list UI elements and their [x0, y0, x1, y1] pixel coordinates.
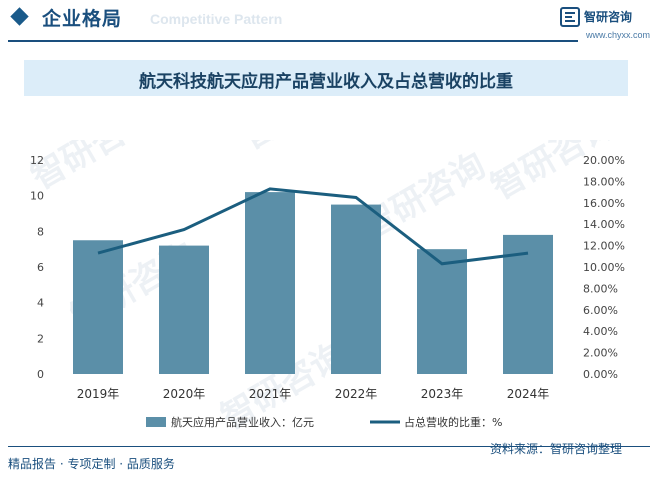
header-divider	[8, 40, 578, 42]
logo-url[interactable]: www.chyxx.com	[585, 30, 650, 40]
footer-slogan: 精品报告 · 专项定制 · 品质服务	[8, 457, 175, 471]
y-right-tick-label: 12.00%	[583, 240, 625, 253]
bar-3	[245, 192, 295, 374]
bar-1	[73, 240, 123, 374]
x-tick-label: 2021年	[249, 387, 292, 401]
page-title: 企业格局	[42, 8, 123, 30]
y-right-tick-label: 14.00%	[583, 218, 625, 231]
y-left-tick-label: 6	[37, 261, 44, 274]
header: 企业格局 Competitive Pattern	[0, 0, 658, 42]
bar-6	[503, 234, 553, 374]
logo-icon	[560, 7, 580, 27]
chart-title: 航天科技航天应用产品营业收入及占总营收的比重	[139, 72, 513, 92]
y-right-tick-label: 0.00%	[583, 368, 618, 381]
y-left-tick-label: 12	[30, 154, 44, 167]
y-left-tick-label: 0	[37, 368, 44, 381]
bar-4	[331, 204, 381, 374]
y-right-tick-label: 18.00%	[583, 175, 625, 188]
diamond-icon	[10, 7, 29, 26]
ratio-line	[97, 187, 529, 266]
x-tick-label: 2023年	[421, 387, 464, 401]
x-tick-label: 2019年	[77, 387, 120, 401]
x-tick-label: 2020年	[163, 387, 206, 401]
y-right-tick-label: 10.00%	[583, 261, 625, 274]
footer-divider	[8, 446, 650, 447]
y-left-tick-label: 8	[37, 225, 44, 238]
x-tick-label: 2022年	[335, 387, 378, 401]
bar-5	[417, 249, 467, 374]
x-tick-label: 2024年	[507, 387, 550, 401]
y-right-tick-label: 16.00%	[583, 197, 625, 210]
y-right-tick-label: 8.00%	[583, 282, 618, 295]
y-left-tick-label: 2	[37, 332, 44, 345]
legend: 航天应用产品营业收入：亿元 占总营收的比重：%	[146, 415, 502, 429]
y-right-tick-label: 2.00%	[583, 347, 618, 360]
chart: 智研咨询智研咨询智研咨询智研咨询智研咨询智研咨询 2019年2020年2021年…	[25, 140, 625, 438]
legend-line-label: 占总营收的比重：%	[404, 415, 502, 429]
watermark-logo: 智研咨询	[25, 140, 163, 198]
logo-name: 智研咨询	[584, 10, 633, 24]
y-right-tick-label: 4.00%	[583, 325, 618, 338]
chart-title-band: 航天科技航天应用产品营业收入及占总营收的比重	[24, 60, 628, 96]
y-right-tick-label: 20.00%	[583, 154, 625, 167]
legend-bar-swatch	[146, 417, 166, 427]
y-left-tick-label: 4	[37, 297, 44, 310]
header-ghost-text: Competitive Pattern	[150, 11, 283, 27]
brand-logo[interactable]: 智研咨询 www.chyxx.com	[560, 6, 650, 42]
source-note: 资料来源：智研咨询整理	[490, 442, 623, 456]
bar-2	[159, 245, 209, 374]
y-left-tick-label: 10	[30, 190, 44, 203]
watermark-logo: 智研咨询	[235, 140, 373, 158]
legend-bar-label: 航天应用产品营业收入：亿元	[171, 415, 314, 429]
y-right-tick-label: 6.00%	[583, 304, 618, 317]
